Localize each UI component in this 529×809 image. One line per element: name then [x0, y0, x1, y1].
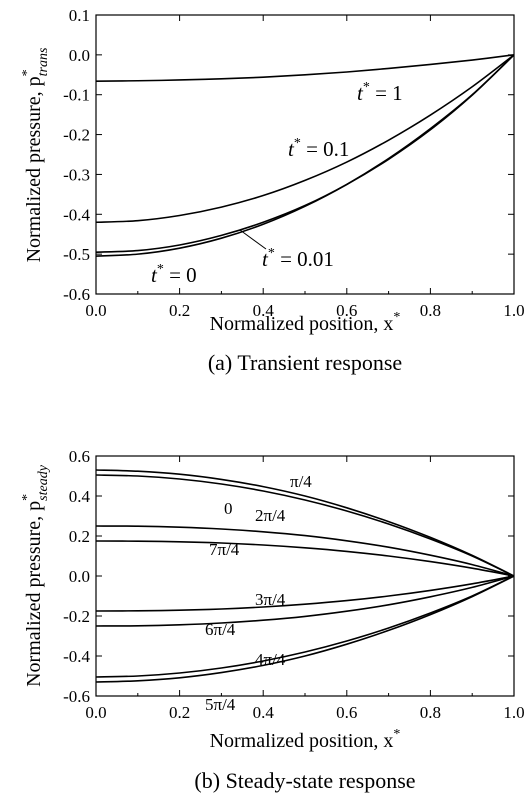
b-series-line-3	[95, 540, 515, 577]
b-ytick-label: -0.4	[63, 647, 90, 666]
a-series-line-0	[95, 54, 515, 82]
panel-a: 0.0 0.2 0.4 0.6 0.8 1.0 0.1 0.0 -0.1 -0.2 -0.3 -0.4…	[20, 6, 525, 375]
b-xtick-label: 0.0	[85, 703, 106, 722]
label-5pi4: 5π/4	[205, 695, 236, 714]
b-xtick-label: 0.8	[420, 703, 441, 722]
panel-a-xlabel: Normalized position, x*	[210, 310, 401, 335]
a-ytick-label: 0.1	[69, 6, 90, 25]
label-7pi4: 7π/4	[209, 540, 240, 559]
panel-b-ticks: 0.0 0.2 0.4 0.6 0.8 1.0 0.6 0.4 0.2 0.0 -0.2 -0.4 -0…	[63, 447, 525, 722]
panel-b-curves	[95, 469, 515, 683]
label-t001: t* = 0.01	[262, 246, 334, 271]
b-xtick-label: 0.6	[336, 703, 357, 722]
a-ytick-label: -0.3	[63, 165, 90, 184]
b-xtick-label: 0.4	[253, 703, 275, 722]
label-t0: t* = 0	[151, 262, 197, 287]
a-ytick-label: -0.5	[63, 245, 90, 264]
label-6pi4: 6π/4	[205, 620, 236, 639]
label-2pi4: 2π/4	[255, 506, 286, 525]
b-ytick-label: 0.6	[69, 447, 90, 466]
b-series-line-4	[95, 575, 515, 612]
a-xtick-label: 0.4	[253, 301, 275, 320]
panel-b: 0.0 0.2 0.4 0.6 0.8 1.0 0.6 0.4 0.2 0.0 -0.2 -0.4 -0…	[20, 447, 525, 793]
b-ytick-label: -0.6	[63, 687, 90, 706]
b-ytick-label: 0.4	[69, 487, 91, 506]
panel-a-ylabel: Normalized pressure, p*trans	[20, 47, 51, 262]
b-ytick-label: 0.2	[69, 527, 90, 546]
panel-a-caption: (a) Transient response	[208, 350, 402, 375]
panel-b-ylabel: Normalized pressure, p*steady	[20, 464, 51, 687]
a-ytick-label: -0.6	[63, 285, 90, 304]
b-series-line-5	[95, 575, 515, 627]
a-xtick-label: 0.2	[169, 301, 190, 320]
b-series-line-0	[95, 469, 515, 577]
b-xtick-label: 1.0	[503, 703, 524, 722]
panel-a-curves	[95, 54, 515, 257]
b-xtick-label: 0.2	[169, 703, 190, 722]
b-series-line-1	[95, 474, 515, 577]
label-pi4: π/4	[290, 472, 312, 491]
a-xtick-label: 0.6	[336, 301, 357, 320]
b-series-line-2	[95, 525, 515, 577]
panel-b-frame	[95, 455, 515, 697]
a-series-line-3	[95, 54, 515, 257]
a-series-line-1	[95, 54, 515, 224]
a-xtick-label: 1.0	[503, 301, 524, 320]
panel-a-ticks: 0.0 0.2 0.4 0.6 0.8 1.0 0.1 0.0 -0.1 -0.2 -0.3 -0.4…	[63, 6, 525, 320]
panel-b-xlabel: Normalized position, x*	[210, 727, 401, 752]
a-ytick-label: -0.1	[63, 86, 90, 105]
label-3pi4: 3π/4	[255, 590, 286, 609]
a-ytick-label: 0.0	[69, 46, 90, 65]
panel-b-caption: (b) Steady-state response	[194, 768, 415, 793]
b-ytick-label: -0.2	[63, 607, 90, 626]
a-ytick-label: -0.2	[63, 126, 90, 145]
label-4pi4: 4π/4	[255, 650, 286, 669]
b-series-line-7	[95, 575, 515, 683]
a-xtick-label: 0.0	[85, 301, 106, 320]
label-t1: t* = 1	[357, 80, 403, 105]
b-ytick-label: 0.0	[69, 567, 90, 586]
label-t01: t* = 0.1	[288, 136, 349, 161]
a-xtick-label: 0.8	[420, 301, 441, 320]
label-0: 0	[224, 499, 233, 518]
label-t001-leader	[239, 229, 267, 250]
b-series-line-6	[95, 575, 515, 678]
a-ytick-label: -0.4	[63, 205, 90, 224]
